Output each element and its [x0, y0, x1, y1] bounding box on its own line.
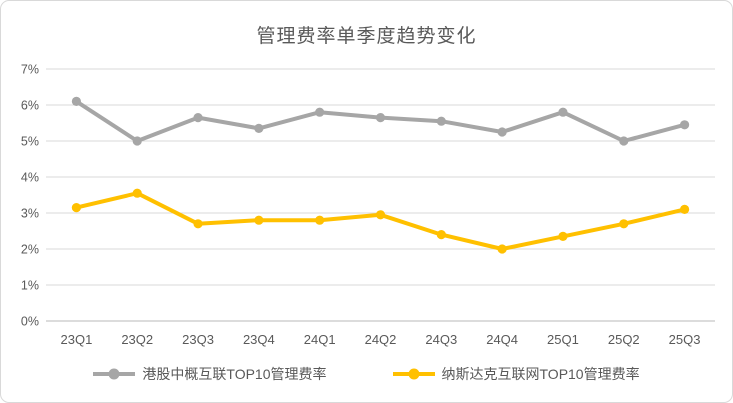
series-0-point-25Q1 — [558, 107, 568, 117]
y-axis-tick-label: 6% — [21, 99, 39, 113]
series-1-point-24Q3 — [436, 230, 446, 240]
legend-dot-icon — [408, 368, 419, 380]
x-axis-tick-label: 23Q4 — [243, 332, 275, 347]
series-1-point-25Q2 — [619, 219, 629, 229]
series-0-point-23Q4 — [254, 123, 264, 133]
series-1-point-24Q4 — [497, 244, 507, 254]
series-0-point-23Q1 — [71, 96, 82, 106]
x-axis-tick-label: 23Q1 — [61, 332, 93, 347]
chart-title: 管理费率单季度趋势变化 — [256, 26, 477, 47]
y-axis-tick-label: 2% — [21, 243, 39, 257]
legend-label: 纳斯达克互联网TOP10管理费率 — [441, 366, 640, 382]
series-1-point-25Q3 — [679, 204, 690, 214]
legend-item-nasdaq-top10: 纳斯达克互联网TOP10管理费率 — [392, 364, 640, 384]
y-axis-tick-label: 7% — [21, 63, 39, 77]
series-0-point-23Q2 — [132, 136, 142, 146]
series-1-point-23Q4 — [254, 215, 264, 225]
x-axis-tick-label: 24Q2 — [365, 332, 397, 347]
x-axis-tick-label: 25Q1 — [547, 332, 579, 347]
x-axis-tick-label: 24Q3 — [425, 332, 457, 347]
y-axis-tick-label: 1% — [21, 279, 39, 293]
series-1-point-23Q3 — [193, 219, 203, 229]
legend: 港股中概互联TOP10管理费率 纳斯达克互联网TOP10管理费率 — [1, 364, 732, 384]
x-axis-tick-label: 25Q2 — [608, 332, 640, 347]
series-0-point-25Q3 — [679, 120, 690, 130]
series-0-point-24Q2 — [375, 113, 386, 123]
y-axis-tick-label: 5% — [21, 135, 39, 149]
x-axis-tick-label: 23Q3 — [182, 332, 214, 347]
x-axis-tick-label: 23Q2 — [121, 332, 153, 347]
legend-line-marker-icon — [392, 368, 435, 380]
series-1-point-23Q2 — [132, 188, 142, 198]
legend-item-hk-top10: 港股中概互联TOP10管理费率 — [93, 364, 327, 384]
y-axis-tick-label: 0% — [21, 315, 39, 329]
x-axis-tick-label: 24Q1 — [304, 332, 336, 347]
y-axis-tick-label: 3% — [21, 207, 39, 221]
series-0-point-24Q4 — [497, 127, 507, 137]
legend-label: 港股中概互联TOP10管理费率 — [142, 366, 327, 382]
legend-line-marker-icon — [93, 368, 136, 380]
x-axis-tick-label: 24Q4 — [486, 332, 518, 347]
series-0-point-24Q1 — [315, 107, 325, 117]
series-line-1 — [74, 191, 687, 251]
series-0-point-25Q2 — [619, 136, 629, 146]
series-0-point-24Q3 — [436, 116, 446, 126]
series-1-point-25Q1 — [558, 231, 568, 241]
x-axis-tick-label: 25Q3 — [669, 332, 701, 347]
legend-dot-icon — [108, 368, 120, 380]
y-axis-tick-label: 4% — [21, 171, 39, 185]
series-0-point-23Q3 — [193, 113, 203, 123]
series-1-point-23Q1 — [71, 203, 82, 213]
series-1-point-24Q1 — [315, 215, 325, 225]
series-1-point-24Q2 — [375, 210, 386, 220]
